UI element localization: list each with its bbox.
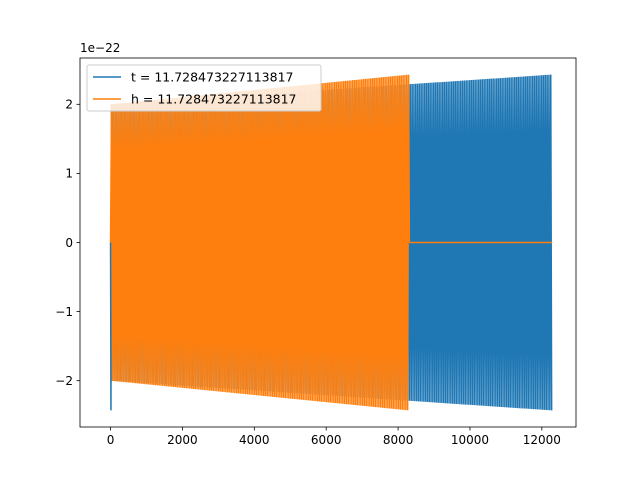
x-tick-label: 4000: [239, 433, 270, 447]
y-tick-label: −1: [55, 305, 73, 319]
y-offset-label: 1e−22: [80, 41, 120, 55]
y-axis: −2 −1 0 1 2: [55, 98, 80, 388]
x-tick-label: 6000: [311, 433, 342, 447]
y-tick-label: 2: [65, 98, 73, 112]
x-tick-label: 8000: [383, 433, 414, 447]
x-tick-label: 12000: [523, 433, 561, 447]
y-tick-label: −2: [55, 374, 73, 388]
legend-label-h: h = 11.728473227113817: [131, 92, 297, 107]
series-line-h: [109, 74, 553, 411]
x-tick-label: 10000: [451, 433, 489, 447]
x-tick-label: 2000: [167, 433, 198, 447]
plot-area: [109, 74, 553, 411]
legend-box: [86, 64, 322, 112]
x-axis: 0 2000 4000 6000 8000 10000 12000: [107, 427, 561, 447]
legend-label-t: t = 11.728473227113817: [131, 70, 294, 85]
x-tick-label: 0: [107, 433, 115, 447]
legend: t = 11.728473227113817 h = 11.7284732271…: [86, 64, 322, 112]
y-tick-label: 0: [65, 236, 73, 250]
y-tick-label: 1: [65, 167, 73, 181]
